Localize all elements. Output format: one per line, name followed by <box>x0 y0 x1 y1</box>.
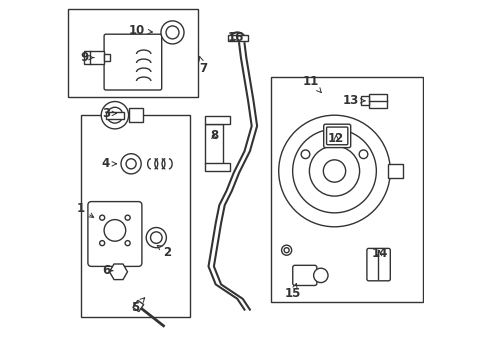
Circle shape <box>323 160 345 182</box>
Circle shape <box>100 240 104 246</box>
Circle shape <box>111 265 125 279</box>
Bar <box>204 124 223 164</box>
Circle shape <box>100 215 104 220</box>
Text: 12: 12 <box>327 132 344 145</box>
Text: 16: 16 <box>227 31 243 44</box>
Circle shape <box>146 228 166 248</box>
FancyBboxPatch shape <box>323 124 350 148</box>
Circle shape <box>101 102 128 129</box>
Text: 14: 14 <box>370 247 387 260</box>
Circle shape <box>161 21 183 44</box>
Bar <box>133 300 143 312</box>
Circle shape <box>121 154 141 174</box>
Text: 4: 4 <box>102 157 116 170</box>
Circle shape <box>104 220 125 241</box>
Bar <box>84 51 104 64</box>
Circle shape <box>281 245 291 255</box>
Text: 9: 9 <box>80 51 94 64</box>
Text: 1: 1 <box>77 202 94 217</box>
Circle shape <box>301 150 309 159</box>
FancyBboxPatch shape <box>366 248 389 281</box>
Circle shape <box>125 240 130 246</box>
Bar <box>368 94 386 108</box>
Bar <box>106 112 123 119</box>
Circle shape <box>115 268 122 275</box>
Circle shape <box>292 129 376 213</box>
FancyBboxPatch shape <box>104 34 162 90</box>
Circle shape <box>359 150 367 159</box>
Text: 13: 13 <box>342 94 364 107</box>
FancyBboxPatch shape <box>292 265 316 285</box>
Bar <box>387 164 402 178</box>
Text: 11: 11 <box>303 75 321 93</box>
Text: 5: 5 <box>130 298 144 314</box>
Circle shape <box>126 159 136 169</box>
Bar <box>104 54 109 61</box>
Circle shape <box>278 115 389 227</box>
Circle shape <box>313 268 327 283</box>
Bar <box>81 115 190 317</box>
Circle shape <box>125 215 130 220</box>
Text: 10: 10 <box>128 24 152 37</box>
Bar <box>204 116 230 124</box>
Bar <box>128 108 142 122</box>
Bar <box>228 35 247 41</box>
Bar <box>271 77 422 302</box>
Text: 6: 6 <box>102 264 113 277</box>
Circle shape <box>107 107 122 123</box>
Circle shape <box>284 248 288 253</box>
Bar <box>68 9 197 97</box>
Circle shape <box>150 232 162 243</box>
Text: 2: 2 <box>157 246 171 258</box>
Bar <box>204 163 230 171</box>
FancyBboxPatch shape <box>326 127 347 145</box>
Circle shape <box>309 146 359 196</box>
Text: 3: 3 <box>102 107 116 120</box>
Circle shape <box>166 26 179 39</box>
Text: 8: 8 <box>209 129 218 141</box>
Text: 15: 15 <box>285 284 301 300</box>
Text: 7: 7 <box>199 57 207 75</box>
Polygon shape <box>109 264 127 280</box>
Bar <box>361 96 368 105</box>
FancyBboxPatch shape <box>88 202 142 266</box>
